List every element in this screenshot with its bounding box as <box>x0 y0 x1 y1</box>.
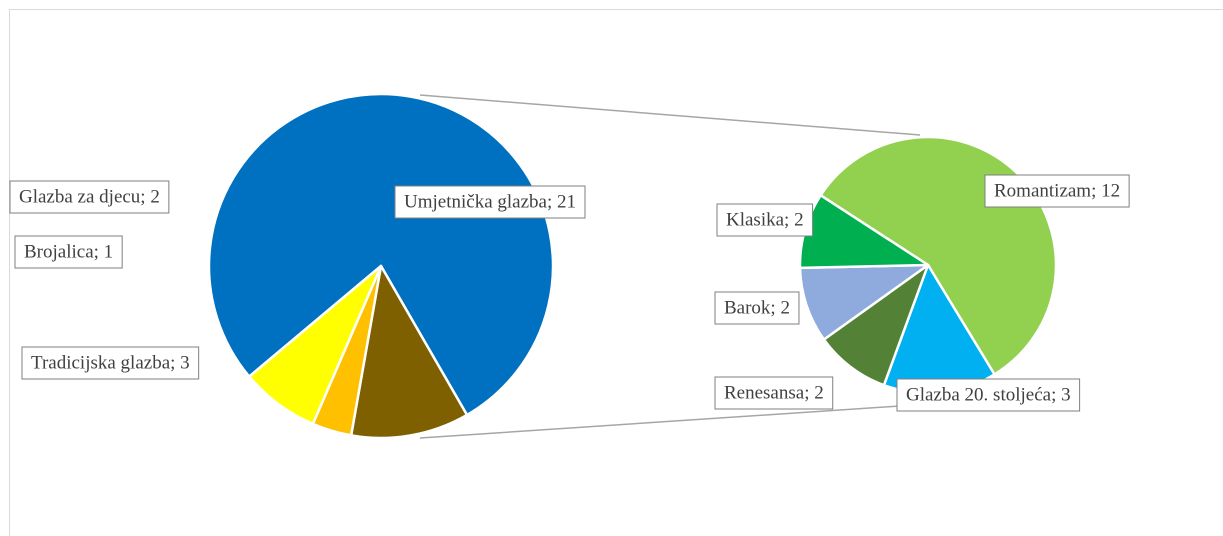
pie-slice <box>822 263 930 387</box>
connector-line <box>419 94 921 136</box>
data-label: Tradicijska glazba; 3 <box>31 352 190 373</box>
data-label-box <box>21 346 200 380</box>
data-label-box <box>716 203 814 237</box>
data-label: Glazba za djecu; 2 <box>19 186 160 207</box>
data-label-box <box>984 174 1130 208</box>
data-label-box <box>714 376 834 410</box>
connector-line <box>419 405 901 439</box>
pie-slice <box>247 264 383 426</box>
data-label-box <box>394 185 586 219</box>
pie-slice <box>207 92 555 417</box>
data-label: Klasika; 2 <box>726 209 804 230</box>
slices <box>207 92 1058 440</box>
data-label: Renesansa; 2 <box>724 382 824 403</box>
pie-slice <box>798 263 930 341</box>
data-label-box <box>714 291 800 325</box>
data-label-box <box>14 235 123 269</box>
data-label-box <box>9 180 170 214</box>
data-label: Umjetnička glazba; 21 <box>404 191 576 212</box>
pie-slice <box>349 264 469 440</box>
data-label: Glazba 20. stoljeća; 3 <box>906 384 1071 405</box>
data-label: Romantizam; 12 <box>994 180 1120 201</box>
data-label: Barok; 2 <box>724 297 790 318</box>
labels: Umjetnička glazba; 21 Tradicijska glazba;… <box>9 174 1130 412</box>
data-label-box <box>896 378 1081 412</box>
data-label: Brojalica; 1 <box>24 241 113 262</box>
